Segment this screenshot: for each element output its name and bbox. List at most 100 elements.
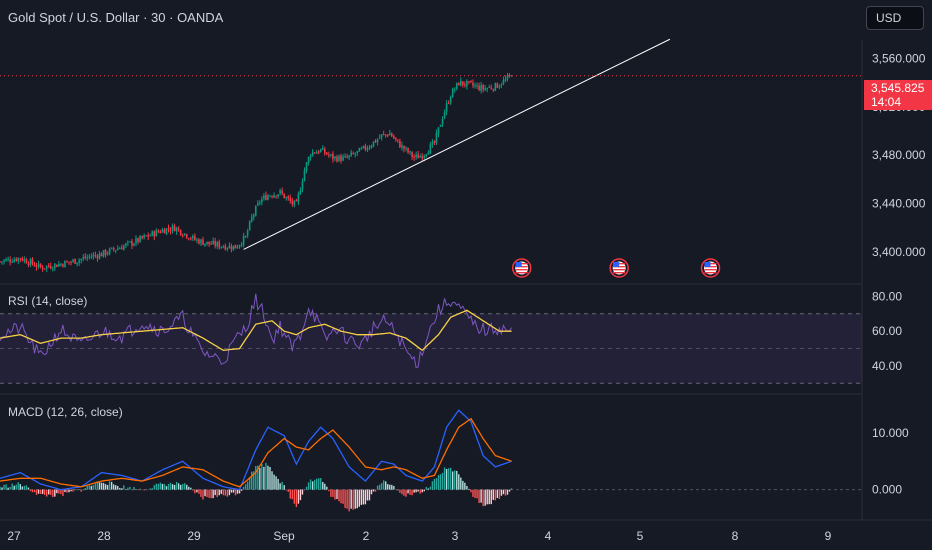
candle[interactable] bbox=[106, 251, 109, 256]
candle[interactable] bbox=[250, 213, 253, 223]
candle[interactable] bbox=[366, 145, 369, 153]
candle[interactable] bbox=[19, 257, 22, 263]
candle[interactable] bbox=[127, 240, 129, 247]
candle[interactable] bbox=[214, 237, 216, 249]
candle[interactable] bbox=[161, 227, 164, 233]
candle[interactable] bbox=[35, 262, 38, 271]
candle[interactable] bbox=[123, 244, 125, 251]
candle[interactable] bbox=[421, 153, 424, 162]
candle[interactable] bbox=[171, 223, 174, 234]
candle[interactable] bbox=[39, 263, 42, 269]
candle[interactable] bbox=[224, 243, 227, 251]
candle[interactable] bbox=[484, 85, 486, 91]
candle[interactable] bbox=[78, 258, 80, 267]
candle[interactable] bbox=[443, 109, 446, 120]
candle[interactable] bbox=[303, 167, 306, 182]
candle[interactable] bbox=[319, 148, 322, 153]
candle[interactable] bbox=[360, 146, 363, 151]
candle[interactable] bbox=[328, 151, 330, 158]
candle[interactable] bbox=[332, 151, 334, 163]
candle[interactable] bbox=[58, 260, 60, 267]
candle[interactable] bbox=[460, 77, 462, 87]
candle[interactable] bbox=[230, 243, 233, 253]
candle[interactable] bbox=[326, 151, 328, 156]
candle[interactable] bbox=[305, 161, 308, 174]
candle[interactable] bbox=[259, 200, 261, 206]
candle[interactable] bbox=[21, 256, 24, 262]
candle[interactable] bbox=[271, 195, 273, 199]
candle[interactable] bbox=[222, 244, 225, 249]
candle[interactable] bbox=[307, 156, 310, 166]
candle[interactable] bbox=[435, 129, 438, 146]
price-pane[interactable] bbox=[0, 38, 862, 278]
candle[interactable] bbox=[295, 198, 298, 202]
candle[interactable] bbox=[84, 253, 87, 260]
candle[interactable] bbox=[72, 258, 74, 264]
candle[interactable] bbox=[37, 260, 40, 269]
candle[interactable] bbox=[455, 82, 458, 91]
candle[interactable] bbox=[496, 82, 499, 89]
candle[interactable] bbox=[498, 84, 501, 90]
candle[interactable] bbox=[135, 235, 137, 247]
candle[interactable] bbox=[248, 220, 251, 231]
candle[interactable] bbox=[23, 256, 26, 264]
candle[interactable] bbox=[151, 230, 154, 237]
candle[interactable] bbox=[238, 244, 241, 249]
candle[interactable] bbox=[90, 253, 93, 260]
candle[interactable] bbox=[102, 250, 105, 258]
candle[interactable] bbox=[447, 100, 450, 104]
candle[interactable] bbox=[269, 194, 271, 197]
candle[interactable] bbox=[494, 82, 497, 92]
candle[interactable] bbox=[68, 261, 70, 265]
candle[interactable] bbox=[1, 261, 3, 265]
candle[interactable] bbox=[104, 249, 107, 258]
candle[interactable] bbox=[313, 152, 316, 154]
candle[interactable] bbox=[299, 187, 302, 195]
candle[interactable] bbox=[474, 82, 476, 89]
candle[interactable] bbox=[204, 243, 206, 248]
candle[interactable] bbox=[364, 143, 367, 152]
candle[interactable] bbox=[147, 232, 149, 241]
candle[interactable] bbox=[492, 88, 495, 93]
candle[interactable] bbox=[453, 87, 456, 93]
candle[interactable] bbox=[482, 83, 484, 93]
candle[interactable] bbox=[468, 80, 470, 85]
candle[interactable] bbox=[350, 149, 352, 158]
candle[interactable] bbox=[64, 260, 66, 268]
candle[interactable] bbox=[427, 150, 430, 155]
candle[interactable] bbox=[45, 265, 48, 273]
candle[interactable] bbox=[208, 241, 210, 247]
candle[interactable] bbox=[293, 200, 296, 208]
candle[interactable] bbox=[388, 129, 391, 136]
candle[interactable] bbox=[265, 191, 267, 201]
candle[interactable] bbox=[177, 226, 180, 232]
candle[interactable] bbox=[244, 235, 247, 239]
candle[interactable] bbox=[121, 244, 123, 250]
candle[interactable] bbox=[236, 244, 239, 249]
candle[interactable] bbox=[401, 141, 403, 151]
candle[interactable] bbox=[374, 139, 377, 143]
candle[interactable] bbox=[439, 124, 442, 127]
candle[interactable] bbox=[330, 153, 332, 158]
candle[interactable] bbox=[139, 234, 141, 243]
candle[interactable] bbox=[378, 134, 381, 139]
candle[interactable] bbox=[141, 235, 143, 240]
candle[interactable] bbox=[179, 229, 182, 236]
candle[interactable] bbox=[43, 268, 46, 270]
candle[interactable] bbox=[196, 237, 198, 244]
candle[interactable] bbox=[153, 230, 156, 241]
candle[interactable] bbox=[472, 79, 474, 89]
candle[interactable] bbox=[7, 256, 9, 262]
candle[interactable] bbox=[218, 239, 221, 250]
candle[interactable] bbox=[380, 134, 383, 141]
candle[interactable] bbox=[173, 223, 176, 232]
candle[interactable] bbox=[206, 241, 208, 246]
candle[interactable] bbox=[419, 153, 422, 158]
candle[interactable] bbox=[47, 262, 50, 269]
candle[interactable] bbox=[261, 196, 263, 206]
candle[interactable] bbox=[462, 81, 464, 88]
candle[interactable] bbox=[324, 146, 326, 156]
candle[interactable] bbox=[407, 147, 409, 155]
candle[interactable] bbox=[157, 229, 160, 234]
candle[interactable] bbox=[190, 236, 192, 241]
